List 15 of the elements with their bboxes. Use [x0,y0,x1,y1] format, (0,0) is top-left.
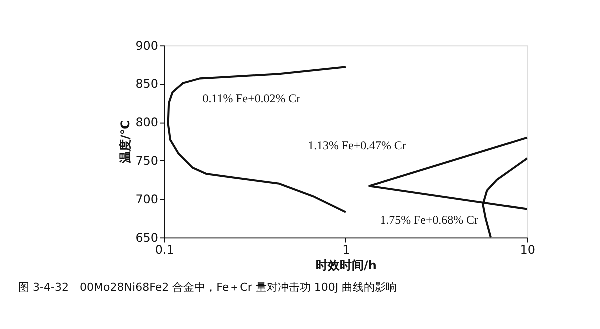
x-tick-label: 10 [520,242,536,257]
y-tick-label: 800 [136,116,158,130]
x-axis-title: 时效时间/h [316,258,377,272]
series-label: 1.13% Fe+0.47% Cr [308,138,406,152]
series-label: 1.75% Fe+0.68% Cr [380,213,478,228]
y-tick-label: 750 [136,154,158,168]
y-tick-label: 850 [136,77,158,92]
x-tick-label: 1 [342,242,350,257]
series-label: 0.11% Fe+0.02% Cr [202,92,301,106]
y-tick-label: 700 [136,192,158,206]
y-axis-title: 温度/℃ [118,120,132,165]
y-tick-label: 650 [136,230,158,245]
y-tick-label: 900 [136,38,158,53]
caption: 图 3-4-32 00Mo28Ni68Fe2 合金中，Fe＋Cr 量对冲击功 100J 曲线的影响 [18,280,398,294]
x-tick-label: 0.1 [155,242,174,257]
